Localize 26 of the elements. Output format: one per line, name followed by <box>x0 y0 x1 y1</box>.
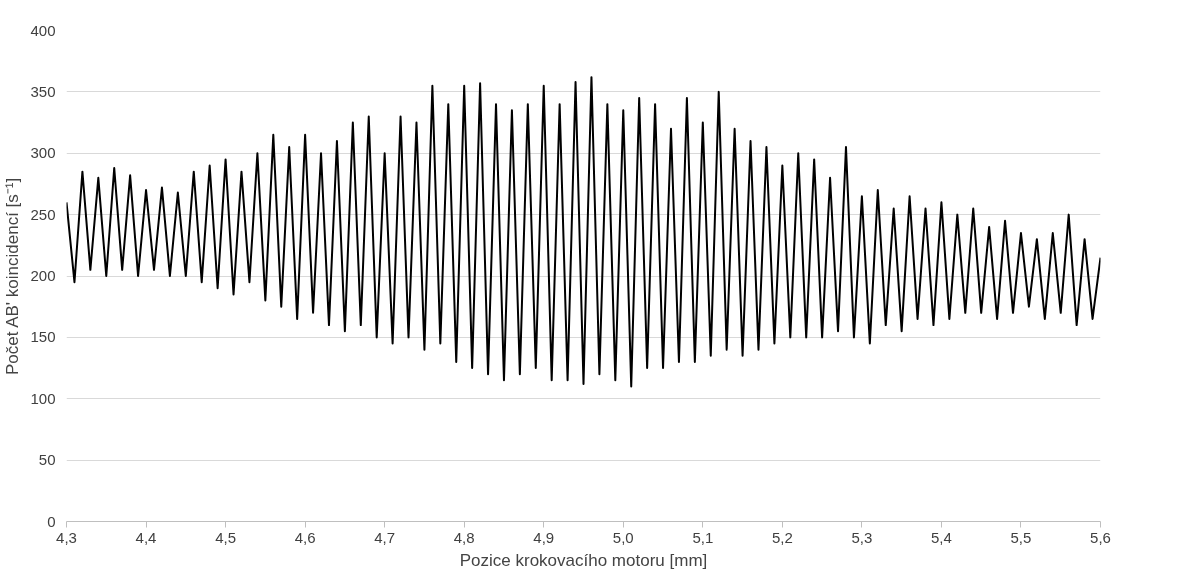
y-tick-label: 200 <box>30 267 56 284</box>
y-tick-label: 100 <box>30 389 56 407</box>
y-axis-title: Počet AB' koincidencí [s⁻¹] <box>3 177 23 376</box>
x-axis-title: Pozice krokovacího motoru [mm] <box>459 550 708 570</box>
y-tick-label: 250 <box>30 205 56 223</box>
x-tick-label: 5,1 <box>692 528 714 546</box>
y-tick-label: 350 <box>30 82 56 100</box>
y-tick-label: 0 <box>47 512 56 530</box>
x-tick-label: 5,0 <box>612 528 634 546</box>
y-tick-label: 400 <box>30 21 56 39</box>
x-tick-label: 5,5 <box>1010 528 1032 546</box>
x-tick-label: 4,7 <box>374 528 396 546</box>
y-tick-label: 50 <box>38 451 56 469</box>
y-tick-label: 300 <box>30 144 56 162</box>
x-tick-label: 4,3 <box>56 528 77 546</box>
x-tick-label: 5,4 <box>931 528 952 546</box>
x-tick-label: 4,6 <box>294 528 316 546</box>
y-tick-label: 150 <box>30 328 56 346</box>
x-tick-label: 4,5 <box>215 528 237 546</box>
x-tick-label: 4,8 <box>453 528 475 546</box>
x-tick-label: 4,9 <box>533 528 555 546</box>
line-series <box>66 76 1101 388</box>
x-tick-label: 4,4 <box>135 528 157 546</box>
x-tick-label: 5,2 <box>771 528 793 546</box>
x-tick-label: 5,6 <box>1090 528 1111 546</box>
x-tick-label: 5,3 <box>851 528 873 546</box>
